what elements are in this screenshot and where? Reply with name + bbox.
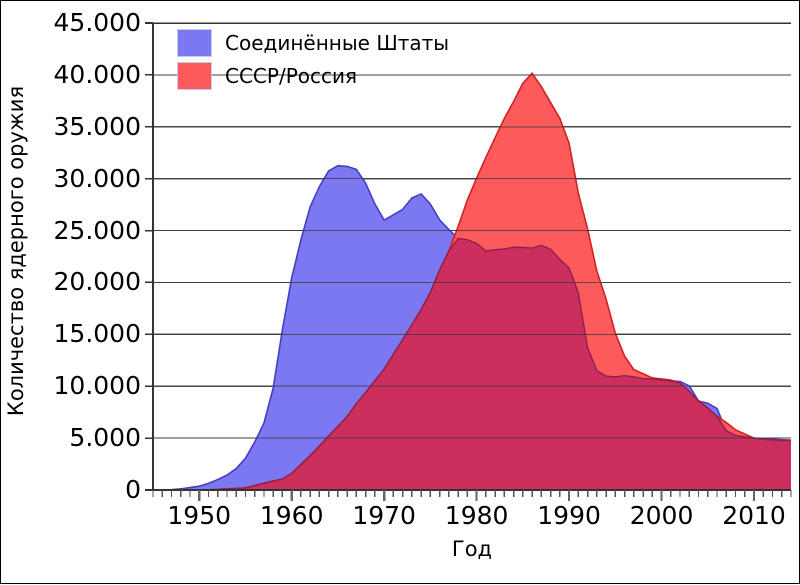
x-tick-label: 1950 xyxy=(167,501,232,530)
x-tick-label: 1960 xyxy=(259,501,324,530)
x-tick-label: 2010 xyxy=(722,501,786,530)
legend-item-us: Соединённые Штаты xyxy=(177,26,449,59)
y-tick-label: 45.000 xyxy=(53,8,141,37)
x-tick-label: 1970 xyxy=(352,501,416,530)
legend-swatch-us-icon xyxy=(177,28,212,57)
legend: Соединённые Штаты СССР/Россия xyxy=(177,26,449,92)
y-tick-label: 20.000 xyxy=(53,267,141,297)
y-tick-label: 15.000 xyxy=(53,319,141,349)
y-tick-label: 5.000 xyxy=(69,423,141,453)
x-axis-title: Год xyxy=(451,537,493,561)
y-tick-label: 0 xyxy=(125,475,141,504)
y-tick-label: 35.000 xyxy=(53,111,141,141)
y-tick-label: 10.000 xyxy=(53,371,141,401)
y-tick-label: 25.000 xyxy=(53,215,141,245)
y-tick-label: 40.000 xyxy=(53,59,141,89)
x-tick-label: 1980 xyxy=(444,501,509,530)
legend-label-us: Соединённые Штаты xyxy=(225,30,450,55)
x-tick-label: 1990 xyxy=(537,501,601,530)
legend-swatch-ussr-icon xyxy=(177,61,212,90)
x-tick-label: 2000 xyxy=(629,501,694,530)
y-tick-label: 30.000 xyxy=(53,163,141,193)
legend-item-ussr: СССР/Россия xyxy=(177,59,449,92)
legend-label-ussr: СССР/Россия xyxy=(225,63,358,88)
